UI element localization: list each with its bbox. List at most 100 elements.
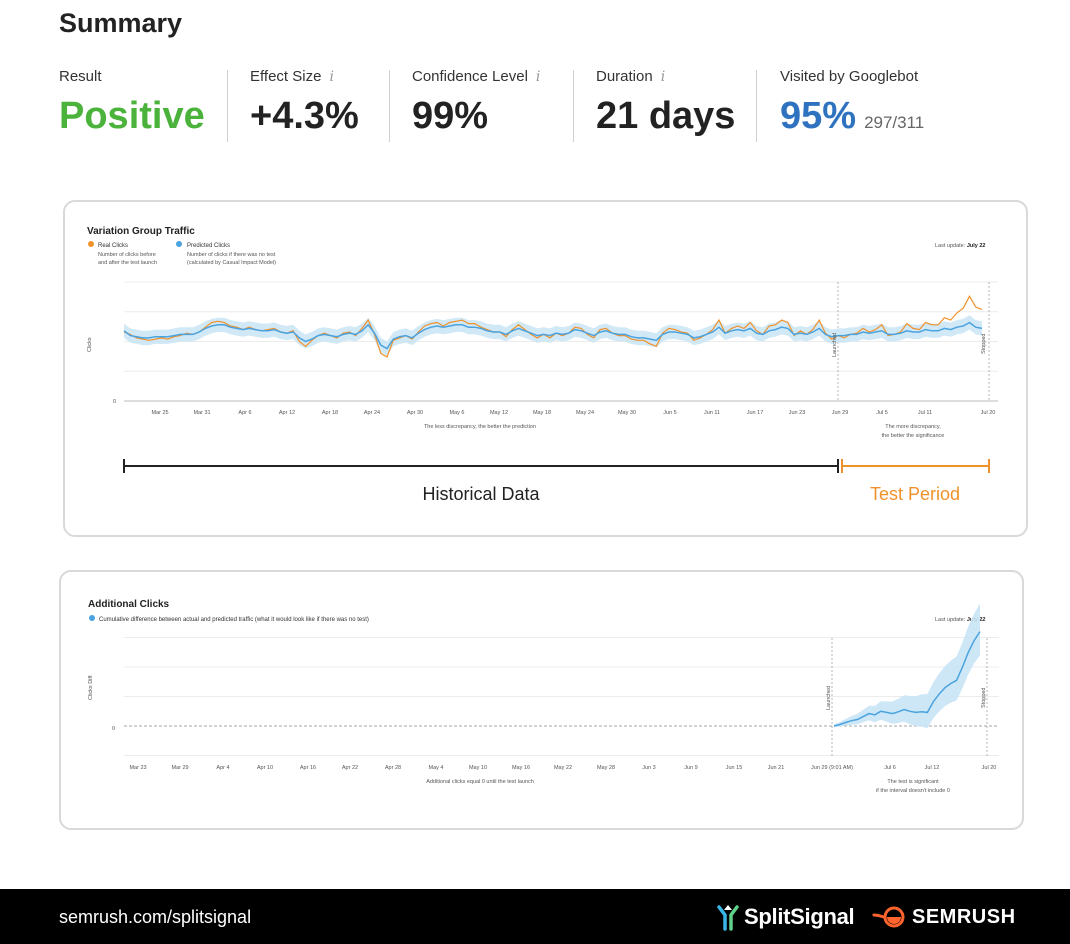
x-tick-label: May 16 [512, 765, 530, 771]
x-tick-label: Apr 12 [279, 410, 295, 416]
legend-predicted-clicks-dot [176, 241, 182, 247]
metric-label: Duration i [596, 68, 666, 85]
metric-label: Result [59, 68, 102, 85]
x-tick-label: Apr 22 [342, 765, 358, 771]
legend-predicted-clicks-desc: (calculated by Casual Impact Model) [187, 260, 276, 266]
note-right: if the interval doesn't include 0 [876, 788, 950, 794]
legend-real-clicks-dot [88, 241, 94, 247]
legend-cumulative-label: Cumulative difference between actual and… [99, 617, 369, 623]
x-tick-label: Mar 29 [171, 765, 188, 771]
legend-real-clicks-desc: and after the test launch [98, 260, 157, 266]
x-tick-label: Mar 23 [129, 765, 146, 771]
x-tick-label: Jun 21 [768, 765, 785, 771]
x-tick-label: May 22 [554, 765, 572, 771]
additional-clicks-card: Additional Clicks Cumulative difference … [59, 570, 1024, 830]
note-left: The less discrepancy, the better the pre… [424, 424, 536, 430]
metric-value: +4.3% [250, 95, 359, 137]
y-axis-label: Clicks Diff. [88, 674, 94, 700]
variation-traffic-card: Variation Group Traffic Real Clicks Numb… [63, 200, 1028, 537]
chart-title: Variation Group Traffic [87, 226, 195, 237]
metric-label: Visited by Googlebot [780, 68, 919, 85]
splitsignal-logo: SplitSignal [716, 902, 855, 932]
x-tick-label: Jun 29 (9:01 AM) [811, 765, 853, 771]
x-tick-label: May 28 [597, 765, 615, 771]
legend-predicted-clicks-desc: Number of clicks if there was no test [187, 252, 276, 258]
metric-effect-size: Effect Size i +4.3% [250, 68, 359, 142]
x-tick-label: Apr 28 [385, 765, 401, 771]
metric-divider [389, 70, 390, 142]
x-tick-label: Jun 11 [704, 410, 720, 416]
x-tick-label: Jun 15 [726, 765, 743, 771]
x-tick-label: Jul 5 [876, 410, 888, 416]
metric-result: Result Positive [59, 68, 205, 142]
x-tick-label: May 10 [469, 765, 487, 771]
semrush-icon [872, 906, 905, 928]
x-tick-label: Apr 6 [238, 410, 251, 416]
x-tick-label: Jun 3 [642, 765, 655, 771]
x-tick-label: Apr 24 [364, 410, 380, 416]
info-icon[interactable]: i [329, 69, 334, 85]
x-tick-label: May 24 [576, 410, 594, 416]
metric-value: Positive [59, 95, 205, 137]
x-tick-label: Apr 30 [407, 410, 423, 416]
x-tick-label: May 30 [618, 410, 636, 416]
x-tick-label: Jun 29 [832, 410, 849, 416]
x-tick-label: Apr 10 [257, 765, 273, 771]
note-right: The more discrepancy, [885, 424, 941, 430]
metric-label: Confidence Level i [412, 68, 541, 85]
x-tick-label: Apr 4 [216, 765, 229, 771]
y-zero-label: 0 [112, 726, 115, 732]
legend-predicted-clicks-label: Predicted Clicks [187, 243, 230, 249]
y-zero-label: 0 [113, 399, 116, 405]
semrush-wordmark: SEMRUSH [912, 905, 1016, 928]
x-tick-label: Jul 20 [982, 765, 997, 771]
x-tick-label: Jul 20 [981, 410, 996, 416]
historical-data-label: Historical Data [422, 484, 540, 504]
footer-url[interactable]: semrush.com/splitsignal [59, 907, 252, 927]
legend-real-clicks-label: Real Clicks [98, 243, 128, 249]
last-update-label: Last update: July 22 [935, 243, 985, 249]
variation-traffic-chart: Variation Group Traffic Real Clicks Numb… [87, 226, 998, 504]
stopped-label: Stopped [981, 688, 987, 709]
x-tick-label: Mar 31 [193, 410, 210, 416]
legend-real-clicks-desc: Number of clicks before [98, 252, 156, 258]
additional-clicks-chart: Additional Clicks Cumulative difference … [88, 599, 999, 794]
metrics-row: Result Positive Effect Size i +4.3% Confi… [59, 68, 1009, 142]
splitsignal-icon [717, 905, 739, 931]
stopped-label: Stopped [981, 334, 987, 355]
series-cumulative-line [833, 631, 981, 727]
info-icon[interactable]: i [660, 69, 666, 85]
footer: semrush.com/splitsignal SplitSignal SEMR… [0, 889, 1070, 944]
x-tick-label: Apr 18 [322, 410, 338, 416]
launched-label: Launched [826, 686, 832, 710]
x-tick-label: Apr 16 [300, 765, 316, 771]
metric-value: 95% 297/311 [780, 95, 925, 137]
metric-label: Effect Size i [250, 68, 334, 85]
x-tick-label: Jul 11 [918, 410, 932, 416]
confidence-band [834, 603, 980, 729]
metric-confidence-level: Confidence Level i 99% [412, 68, 540, 142]
test-period-label: Test Period [870, 484, 960, 504]
metric-visited-by-googlebot: Visited by Googlebot 95% 297/311 [780, 68, 924, 142]
metric-duration: Duration i 21 days [596, 68, 735, 142]
x-tick-label: May 4 [429, 765, 444, 771]
x-tick-label: May 12 [490, 410, 508, 416]
x-tick-label: Jun 23 [789, 410, 806, 416]
x-tick-label: May 18 [533, 410, 551, 416]
x-tick-label: May 6 [450, 410, 465, 416]
x-tick-label: Jun 5 [663, 410, 676, 416]
metric-value: 21 days [596, 95, 736, 137]
metric-divider [756, 70, 757, 142]
note-left: Additional clicks equal 0 until the test… [426, 779, 534, 785]
legend-cumulative-dot [89, 615, 95, 621]
chart-title: Additional Clicks [88, 599, 170, 610]
semrush-logo: SEMRUSH [872, 902, 1016, 932]
x-tick-label: Mar 25 [151, 410, 168, 416]
x-tick-label: Jun 17 [747, 410, 764, 416]
x-tick-label: Jul 6 [884, 765, 896, 771]
y-axis-label: Clicks [87, 337, 93, 352]
metric-divider [573, 70, 574, 142]
info-icon[interactable]: i [535, 69, 541, 85]
metric-divider [227, 70, 228, 142]
series-predicted-clicks-line [123, 321, 983, 350]
